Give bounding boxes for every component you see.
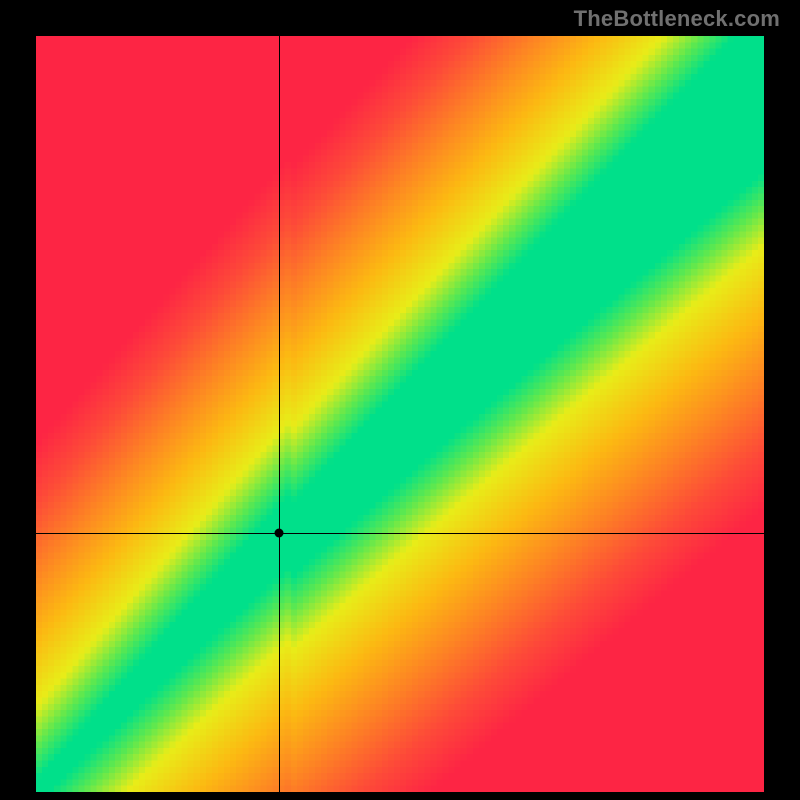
crosshair-vertical bbox=[279, 36, 280, 792]
heatmap-canvas bbox=[36, 36, 764, 792]
crosshair-horizontal bbox=[36, 533, 764, 534]
watermark: TheBottleneck.com bbox=[574, 6, 780, 32]
heatmap-chart bbox=[36, 36, 764, 792]
crosshair-point bbox=[275, 529, 284, 538]
